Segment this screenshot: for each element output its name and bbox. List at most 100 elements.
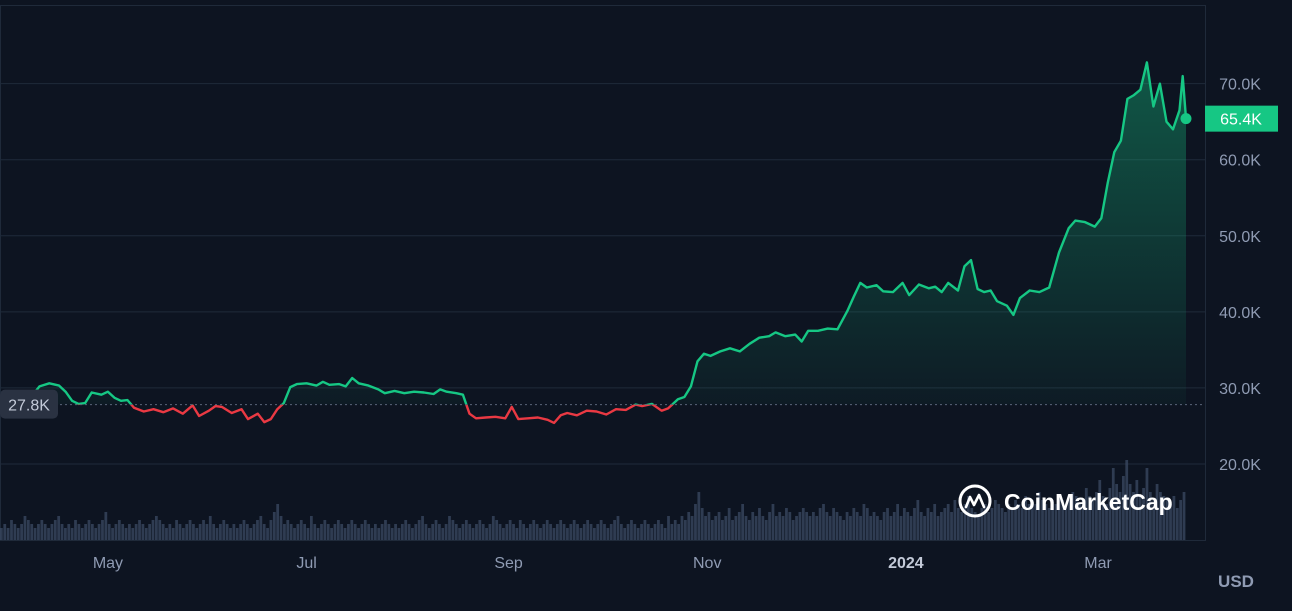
volume-bar <box>1165 500 1169 540</box>
volume-bar <box>835 512 839 540</box>
volume-bar <box>225 524 229 540</box>
volume-bar <box>778 512 782 540</box>
volume-bar <box>1034 504 1038 540</box>
y-axis: 70.0K 60.0K 50.0K 40.0K 30.0K 20.0K USD <box>1218 77 1261 591</box>
volume-bar <box>414 524 418 540</box>
volume-bar <box>336 520 340 540</box>
volume-bar <box>107 524 111 540</box>
volume-bar <box>737 512 741 540</box>
volume-bar <box>825 512 829 540</box>
volume-bar <box>101 520 104 540</box>
volume-bar <box>916 500 920 540</box>
volume-bar <box>528 524 532 540</box>
volume-bar <box>131 528 135 540</box>
volume-bar <box>1125 460 1129 540</box>
volume-bar <box>333 524 337 540</box>
volume-bar <box>421 516 424 540</box>
watermark: CoinMarketCap <box>958 484 1173 518</box>
volume-bar <box>1175 508 1179 540</box>
volume-bar <box>397 528 401 540</box>
grid-lines <box>0 5 1206 541</box>
price-area <box>20 62 1186 405</box>
volume-bar <box>966 496 970 540</box>
volume-bar <box>43 524 47 540</box>
volume-bar <box>707 512 711 540</box>
volume-bar <box>293 528 296 540</box>
volume-bar <box>889 516 893 540</box>
volume-bar <box>950 512 953 540</box>
volume-bar <box>1024 496 1028 540</box>
volume-bar <box>815 516 819 540</box>
volume-bar <box>956 508 960 540</box>
value-labels: 27.8K 65.4K <box>0 105 1278 419</box>
volume-bar <box>370 528 374 540</box>
volume-bar <box>1004 512 1007 540</box>
volume-bar <box>495 520 499 540</box>
volume-bar <box>84 524 88 540</box>
volume-bar <box>731 520 734 540</box>
baseline-label: 27.8K <box>8 398 50 415</box>
volume-bar <box>508 520 512 540</box>
volume-bar <box>384 520 387 540</box>
volume-bar <box>993 500 997 540</box>
volume-bar <box>761 516 765 540</box>
volume-bar <box>464 520 468 540</box>
volume-bar <box>899 516 903 540</box>
volume-bar <box>805 512 809 540</box>
volume-bar <box>525 528 529 540</box>
volume-bar <box>458 528 461 540</box>
volume-bar <box>279 516 283 540</box>
volume-bar <box>717 512 721 540</box>
volume-bar <box>923 516 926 540</box>
volume-bar <box>427 528 431 540</box>
volume-bar <box>983 504 987 540</box>
volume-bar <box>535 524 539 540</box>
volume-bar <box>417 520 421 540</box>
volume-bar <box>272 512 276 540</box>
volume-bar <box>454 524 458 540</box>
volume-bar <box>363 520 367 540</box>
volume-bar <box>3 524 7 540</box>
volume-bar <box>845 512 849 540</box>
volume-bar <box>953 500 957 540</box>
volume-bar <box>1098 480 1102 540</box>
volume-bar <box>326 524 330 540</box>
volume-bar <box>630 520 633 540</box>
volume-bar <box>549 524 552 540</box>
volume-bar <box>434 520 438 540</box>
volume-bar <box>791 520 795 540</box>
price-area-fill <box>20 62 1186 405</box>
volume-bar <box>10 520 13 540</box>
volume-bar <box>316 528 320 540</box>
volume-bar <box>990 508 994 540</box>
volume-bar <box>872 512 876 540</box>
volume-bar <box>1081 500 1085 540</box>
volume-bar <box>77 524 81 540</box>
volume-bar <box>886 508 889 540</box>
volume-bar <box>1091 500 1095 540</box>
volume-bar <box>387 524 391 540</box>
x-tick-label: Jul <box>296 555 316 572</box>
volume-bar <box>407 524 411 540</box>
baseline-badge <box>0 389 58 419</box>
volume-bar <box>987 512 990 540</box>
volume-bar <box>1138 496 1142 540</box>
volume-bar <box>650 528 654 540</box>
volume-bar <box>1010 508 1014 540</box>
volume-bar <box>754 516 758 540</box>
x-tick-label: May <box>93 555 123 572</box>
volume-bar <box>424 524 428 540</box>
volume-bar <box>485 528 488 540</box>
volume-bar <box>1148 492 1152 540</box>
volume-bar <box>212 524 216 540</box>
x-tick-label: Sep <box>494 555 523 572</box>
volume-bar <box>269 520 273 540</box>
volume-bar <box>1101 496 1105 540</box>
volume-bar <box>657 520 660 540</box>
volume-bar <box>714 516 718 540</box>
volume-bar <box>13 524 17 540</box>
volume-bar <box>626 524 630 540</box>
volume-bar <box>60 524 64 540</box>
